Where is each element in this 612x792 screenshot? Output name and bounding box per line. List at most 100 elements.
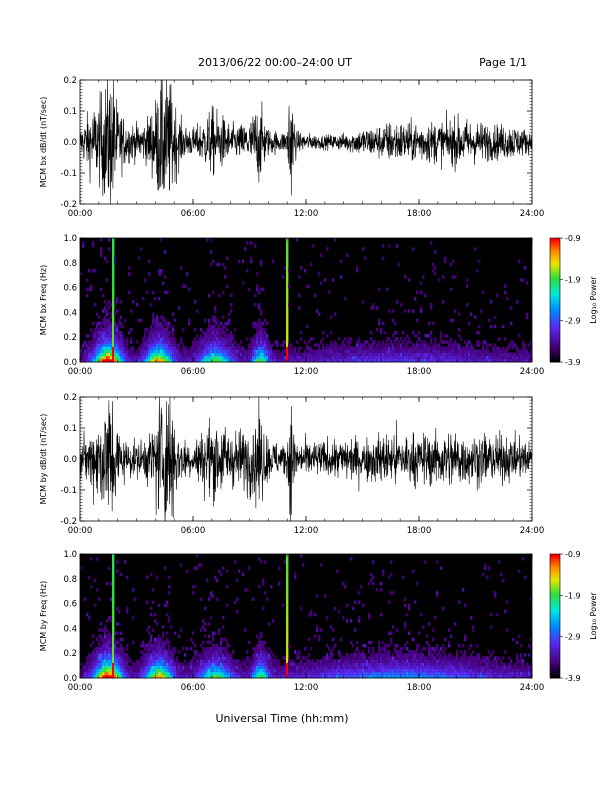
colorbar-segment	[550, 275, 560, 278]
spectrogram-cell	[226, 640, 229, 645]
spectrogram-cell	[190, 637, 193, 642]
spectrogram-cell	[446, 358, 449, 363]
spectrogram-cell	[154, 343, 157, 347]
spectrogram-cell	[104, 340, 107, 344]
spectrogram-cell	[230, 293, 233, 298]
spectrogram-cell	[402, 653, 405, 657]
spectrogram-cell	[90, 671, 93, 676]
spectrogram-cell	[376, 327, 379, 332]
spectrogram-cell	[276, 659, 279, 663]
colorbar-segment	[550, 287, 560, 291]
spectrogram-cell	[346, 619, 349, 623]
spectrogram-cell	[486, 358, 489, 363]
spectrogram-cell	[456, 653, 459, 657]
spectrogram-cell	[258, 343, 261, 347]
spectrogram-cell	[442, 665, 445, 670]
spectrogram-cell	[422, 668, 425, 673]
spectrogram-cell	[260, 340, 263, 344]
spectrogram-cell	[518, 671, 521, 676]
spectrogram-cell	[388, 244, 391, 248]
spectrogram-cell	[226, 668, 229, 673]
spectrogram-cell	[94, 340, 97, 344]
spectrogram-cell	[144, 659, 147, 663]
spectrogram-cell	[146, 659, 149, 663]
spectrogram-cell	[208, 358, 211, 363]
spectrogram-cell	[318, 346, 321, 350]
spectrogram-cell	[412, 346, 415, 350]
spectrogram-cell	[462, 653, 465, 657]
spectrogram-cell	[332, 668, 335, 673]
spectrogram-cell	[216, 331, 219, 335]
spectrogram-cell	[362, 650, 365, 654]
spectrogram-cell	[512, 665, 515, 670]
spectrogram-cell	[118, 609, 121, 614]
spectrogram-cell	[484, 656, 487, 660]
x-tick-label: 12:00	[294, 526, 319, 536]
spectrogram-cell	[212, 674, 215, 679]
spectrogram-cell	[160, 656, 163, 660]
spectrogram-cell	[394, 321, 397, 326]
spectrogram-cell	[96, 334, 99, 338]
spectrogram-cell	[288, 284, 291, 288]
spectrogram-cell	[224, 653, 227, 657]
spectrogram-cell	[410, 662, 413, 666]
spectrogram-cell	[380, 665, 383, 670]
spectrogram-cell	[92, 269, 95, 273]
spectrogram-cell	[218, 346, 221, 350]
spectrogram-cell	[338, 662, 341, 666]
spectrogram-cell	[108, 674, 111, 679]
spectrogram-cell	[384, 668, 387, 673]
spectrogram-cell	[392, 318, 395, 323]
spectrogram-cell	[356, 346, 359, 350]
spectrogram-cell	[166, 324, 169, 329]
spectrogram-cell	[236, 352, 239, 357]
spectrogram-cell	[260, 650, 263, 654]
spectrogram-cell	[334, 340, 337, 344]
spectrogram-cell	[104, 343, 107, 347]
spectrogram-cell	[490, 674, 493, 679]
spectrogram-cell	[116, 343, 119, 347]
spectrogram-cell	[166, 640, 169, 645]
spectrogram-cell	[104, 331, 107, 335]
spectrogram-cell	[318, 352, 321, 357]
spectrogram-cell	[408, 668, 411, 673]
spectrogram-cell	[172, 659, 175, 663]
spectrogram-cell	[154, 619, 157, 623]
spectrogram-cell	[170, 343, 173, 347]
spectrogram-cell	[86, 287, 89, 292]
spectrogram-cell	[334, 662, 337, 666]
spectrogram-cell	[146, 647, 149, 651]
spectrogram-cell	[98, 337, 101, 341]
spectrogram-cell	[210, 331, 213, 335]
spectrogram-cell	[448, 355, 451, 360]
spectrogram-cell	[88, 575, 91, 580]
spectrogram-cell	[86, 674, 89, 679]
spectrogram-cell	[258, 349, 261, 354]
spectrogram-cell	[174, 671, 177, 676]
spectrogram-cell	[92, 671, 95, 676]
spectrogram-cell	[152, 674, 155, 679]
spectrogram-cell	[226, 659, 229, 663]
spectrogram-cell	[420, 659, 423, 663]
spectrogram-cell	[400, 668, 403, 673]
spectrogram-cell	[424, 293, 427, 298]
spectrogram-cell	[112, 653, 115, 657]
spectrogram-cell	[212, 662, 215, 666]
spectrogram-cell	[356, 668, 359, 673]
spectrogram-cell	[474, 315, 477, 319]
spectrogram-cell	[370, 346, 373, 350]
spectrogram-cell	[382, 352, 385, 357]
spectrogram-cell	[266, 659, 269, 663]
spectrogram-cell	[110, 616, 113, 620]
spectrogram-cell	[422, 665, 425, 670]
spectrogram-cell	[222, 625, 225, 629]
spectrogram-cell	[210, 343, 213, 347]
spectrogram-cell	[404, 656, 407, 660]
spectrogram-cell	[366, 662, 369, 666]
spectrogram-cell	[162, 656, 165, 660]
spectrogram-cell	[226, 340, 229, 344]
spectrogram-cell	[100, 327, 103, 332]
spectrogram-cell	[402, 349, 405, 354]
spectrogram-cell	[486, 665, 489, 670]
spectrogram-cell	[428, 656, 431, 660]
